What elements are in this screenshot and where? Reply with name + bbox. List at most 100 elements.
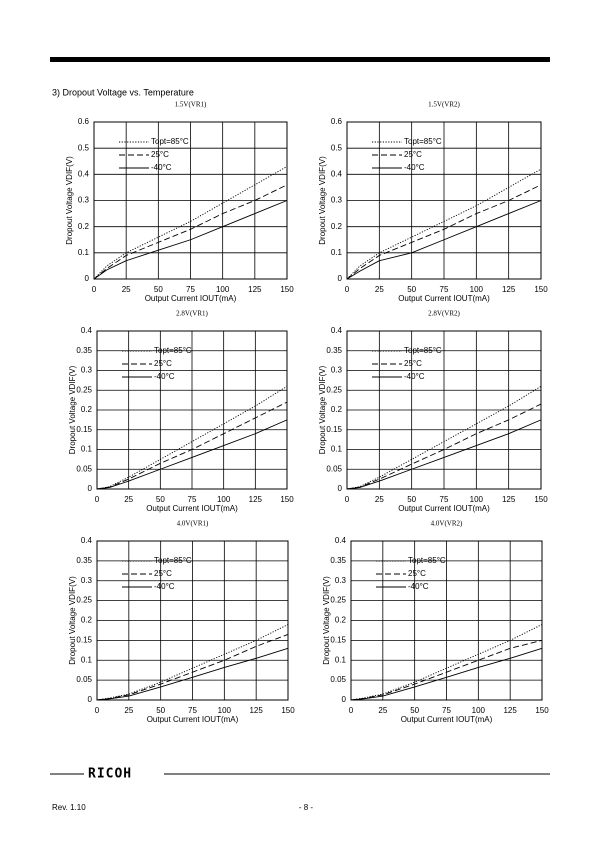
legend-label: 25°C: [151, 150, 169, 159]
data-line: [93, 184, 288, 280]
x-axis-label: Output Current IOUT(mA): [147, 715, 239, 724]
x-tick-label: 75: [186, 285, 195, 294]
x-tick-label: 25: [124, 706, 133, 715]
y-tick-label: 0.05: [330, 675, 346, 684]
x-tick-label: 25: [122, 285, 131, 294]
x-tick-label: 50: [156, 495, 165, 504]
x-axis-label: Output Current IOUT(mA): [398, 504, 490, 513]
y-tick-label: 0.05: [76, 464, 92, 473]
x-tick-label: 100: [217, 495, 231, 504]
plot-frame: [346, 330, 542, 490]
legend-label: -40°C: [154, 582, 175, 591]
x-tick-label: 50: [407, 285, 416, 294]
y-tick-label: 0.1: [331, 248, 343, 257]
y-tick-label: 0.2: [78, 222, 90, 231]
x-tick-label: 50: [410, 706, 419, 715]
y-tick-label: 0.15: [326, 425, 342, 434]
chart: 4.0V(VR2) 0 0.05 0.1 0.15 0.2 0.25 0.3 0.35 0.4 0 2…: [322, 520, 549, 725]
x-tick-label: 25: [124, 495, 133, 504]
legend-label: Topt=85°C: [154, 556, 192, 565]
chart-title: 4.0V(VR2): [431, 520, 463, 528]
data-line: [96, 633, 289, 701]
y-tick-label: 0.35: [76, 346, 92, 355]
data-line: [350, 624, 543, 701]
legend-label: 25°C: [404, 150, 422, 159]
x-tick-label: 75: [440, 495, 449, 504]
x-tick-label: 100: [470, 285, 484, 294]
y-tick-label: 0.2: [81, 405, 93, 414]
plot-frame: [96, 330, 288, 490]
x-tick-label: 100: [216, 285, 230, 294]
y-tick-label: 0.4: [81, 536, 93, 545]
x-tick-label: 50: [156, 706, 165, 715]
x-tick-label: 0: [345, 495, 350, 504]
y-tick-label: 0: [338, 274, 343, 283]
y-tick-label: 0.25: [76, 385, 92, 394]
data-line: [96, 385, 288, 490]
y-tick-label: 0.05: [76, 675, 92, 684]
chart-title: 4.0V(VR1): [177, 520, 209, 528]
logo: RICOH: [88, 767, 132, 782]
x-tick-label: 100: [470, 495, 484, 504]
legend-label: 25°C: [404, 359, 422, 368]
y-tick-label: 0.4: [78, 169, 90, 178]
y-tick-label: 0: [338, 484, 343, 493]
x-axis-label: Output Current IOUT(mA): [145, 294, 237, 303]
legend-label: -40°C: [404, 163, 425, 172]
revision: Rev. 1.10: [52, 803, 86, 812]
x-tick-label: 100: [472, 706, 486, 715]
data-line: [346, 200, 542, 280]
data-line: [96, 624, 289, 701]
y-tick-label: 0.2: [335, 616, 347, 625]
x-tick-label: 150: [534, 285, 548, 294]
data-line: [93, 200, 288, 280]
plot-frame: [350, 540, 543, 701]
chart: 2.8V(VR2) 0 0.05 0.1 0.15 0.2 0.25 0.3 0.35 0.4 0 2…: [318, 310, 548, 514]
y-tick-label: 0.2: [331, 405, 343, 414]
x-axis-label: Output Current IOUT(mA): [401, 715, 493, 724]
x-tick-label: 150: [281, 706, 295, 715]
y-tick-label: 0.1: [81, 445, 93, 454]
chart: 2.8V(VR1) 0 0.05 0.1 0.15 0.2 0.25 0.3 0.35 0.4 0 2…: [68, 310, 294, 514]
x-tick-label: 50: [154, 285, 163, 294]
x-tick-label: 125: [249, 706, 263, 715]
y-tick-label: 0.3: [331, 366, 343, 375]
legend-label: Topt=85°C: [404, 137, 442, 146]
data-line: [96, 647, 289, 701]
x-tick-label: 125: [249, 495, 263, 504]
data-line: [96, 419, 288, 490]
y-tick-label: 0.3: [335, 576, 347, 585]
data-line: [350, 647, 543, 701]
x-tick-label: 150: [280, 495, 294, 504]
y-tick-label: 0.4: [331, 326, 343, 335]
section-title: 3) Dropout Voltage vs. Temperature: [52, 87, 194, 97]
y-tick-label: 0.5: [331, 143, 343, 152]
x-tick-label: 150: [535, 706, 549, 715]
data-line: [93, 166, 288, 280]
y-tick-label: 0.4: [331, 169, 343, 178]
y-axis-label: Dropout Voltage VDIF(V): [68, 365, 77, 454]
x-tick-label: 150: [280, 285, 294, 294]
x-tick-label: 25: [375, 495, 384, 504]
legend-label: -40°C: [154, 372, 175, 381]
chart-title: 1.5V(VR1): [175, 101, 207, 109]
x-tick-label: 0: [95, 706, 100, 715]
y-tick-label: 0.05: [326, 464, 342, 473]
x-tick-label: 25: [378, 706, 387, 715]
page-number: - 8 -: [299, 803, 314, 812]
x-tick-label: 0: [95, 495, 100, 504]
data-line: [96, 401, 288, 490]
legend-label: Topt=85°C: [404, 346, 442, 355]
legend-label: -40°C: [408, 582, 429, 591]
y-tick-label: 0.15: [76, 635, 92, 644]
y-tick-label: 0.2: [81, 616, 93, 625]
plot-frame: [96, 540, 289, 701]
data-line: [350, 639, 543, 701]
legend-label: Topt=85°C: [154, 346, 192, 355]
x-tick-label: 75: [440, 285, 449, 294]
y-axis-label: Dropout Voltage VDIF(V): [68, 576, 77, 665]
legend-label: 25°C: [408, 569, 426, 578]
y-tick-label: 0.3: [331, 196, 343, 205]
data-line: [346, 385, 542, 490]
